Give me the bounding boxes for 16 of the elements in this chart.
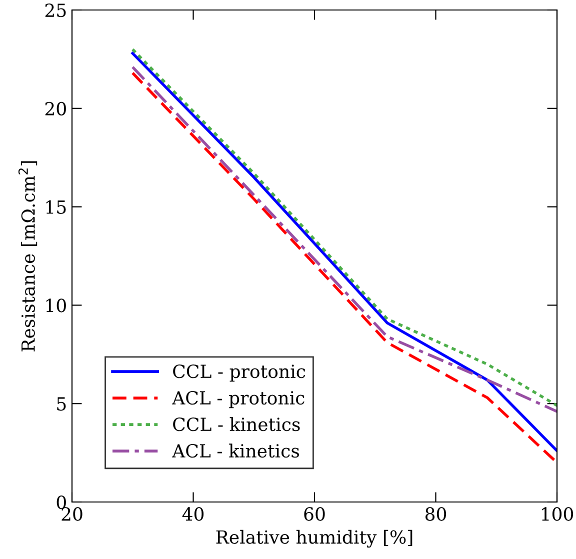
x-axis-title: Relative humidity [%] [216,530,412,548]
y-tick-label: 5 [57,397,66,411]
y-tick-label: 15 [46,200,66,214]
y-tick-label: 10 [46,298,66,312]
x-tick-label: 100 [542,507,574,521]
x-tick-label: 40 [182,507,204,521]
legend-label: ACL - protonic [172,390,304,408]
legend-label: CCL - kinetics [173,417,300,432]
y-axis-title: Resistance [mΩ.cm$^{2}$] [18,161,38,352]
y-tick-label: 0 [56,495,66,510]
x-tick-label: 60 [304,507,325,521]
legend-label: ACL - kinetics [172,444,300,458]
legend-label: CCL - protonic [173,364,306,382]
y-tick-label: 25 [45,3,66,18]
x-tick-label: 80 [425,507,446,521]
y-tick-label: 20 [45,102,66,116]
